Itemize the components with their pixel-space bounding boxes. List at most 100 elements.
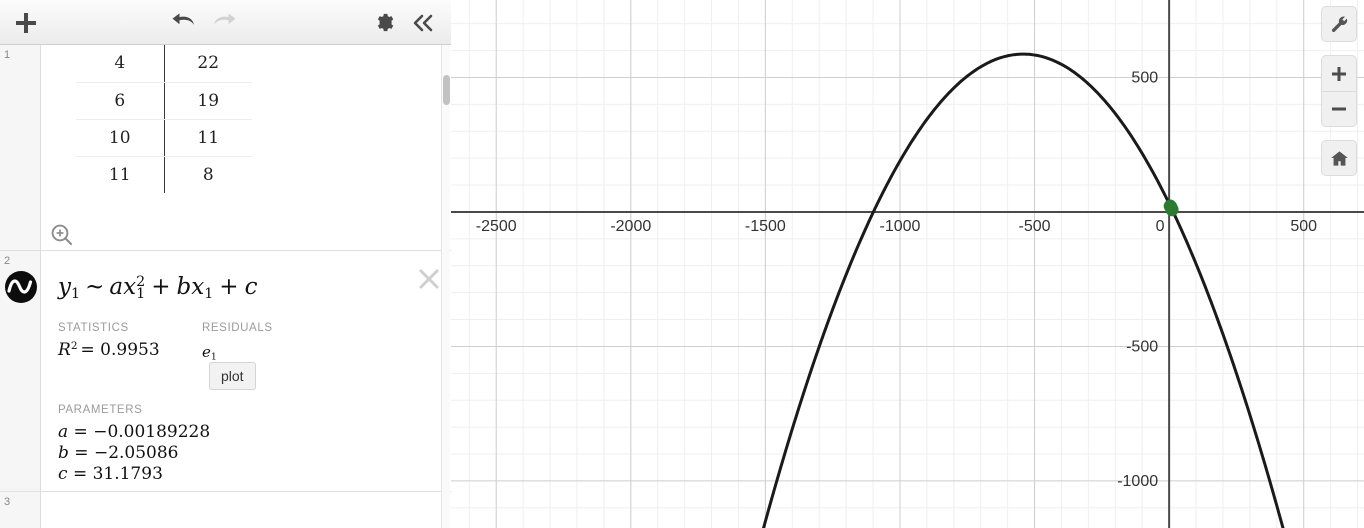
x-tick-label: -1000 — [880, 218, 921, 235]
parameter-a: a = −0.00189228 — [58, 422, 210, 442]
r-exponent: 2 — [70, 340, 78, 353]
empty-expression-input[interactable] — [41, 492, 451, 528]
redo-button[interactable] — [202, 0, 246, 45]
formula-plus-2: + — [219, 274, 239, 300]
top-toolbar — [0, 0, 451, 45]
parameter-b-value: = −2.05086 — [74, 443, 179, 463]
x-tick-label: -2500 — [476, 218, 517, 235]
undo-button[interactable] — [162, 0, 206, 45]
y-tick-label: -1000 — [1117, 473, 1158, 490]
formula-a: a — [109, 274, 124, 300]
y-tick-label: -500 — [1126, 338, 1158, 355]
r-squared-value: R2 = 0.9953 — [58, 340, 160, 360]
close-icon[interactable] — [417, 267, 441, 291]
residual-symbol: e — [202, 343, 211, 361]
undo-icon — [172, 12, 194, 25]
row-index: 3 — [0, 492, 41, 528]
table-cell-y[interactable]: 22 — [164, 45, 252, 83]
formula-x-sub: 1 — [136, 285, 146, 302]
formula-x-exp: 2 — [136, 274, 146, 291]
panel-scrollbar[interactable] — [441, 45, 450, 528]
regression-curve — [761, 52, 1285, 528]
parameter-b: b = −2.05086 — [58, 443, 179, 463]
table-cell-y[interactable]: 8 — [202, 164, 214, 185]
home-button[interactable] — [1321, 140, 1357, 176]
r-equals-value: = 0.9953 — [80, 340, 160, 360]
parameter-b-name: b — [58, 443, 69, 463]
scrollbar-thumb[interactable] — [443, 75, 450, 105]
wrench-icon — [1331, 16, 1347, 32]
table-row[interactable]: 10 11 — [76, 119, 252, 157]
formula-c: c — [244, 274, 258, 300]
minus-icon — [1332, 107, 1346, 111]
table-cell-x[interactable]: 11 — [76, 156, 165, 193]
expression-list[interactable]: 1 4 22 6 19 — [0, 45, 451, 528]
x-tick-label: -2000 — [610, 218, 651, 235]
formula-y-sub: 1 — [71, 285, 81, 302]
gear-icon — [377, 13, 393, 32]
formula-y: y — [58, 274, 71, 300]
parameters-label: PARAMETERS — [58, 404, 143, 416]
add-expression-button[interactable] — [2, 0, 50, 45]
expression-row-empty[interactable]: 3 — [0, 492, 451, 528]
parameter-c-value: = 31.1793 — [72, 464, 163, 484]
table-row[interactable]: 6 19 — [76, 82, 252, 120]
formula-b: b — [176, 274, 192, 300]
parameter-a-name: a — [58, 422, 69, 442]
table-cell-x[interactable]: 6 — [76, 82, 165, 120]
formula-plus-1: + — [151, 274, 171, 300]
expressions-panel: 1 4 22 6 19 — [0, 0, 451, 528]
statistics-label: STATISTICS — [58, 322, 129, 334]
regression-body: y1 ~ ax21 + bx1 + c STATISTICS RESIDUALS R2 = 0… — [41, 251, 451, 491]
graph-svg: -2500 -2000 -1500 -1000 -500 500 0 500 -500 -1000 — [451, 0, 1364, 528]
residuals-label: RESIDUALS — [202, 322, 273, 334]
x-tick-label: 500 — [1290, 218, 1317, 235]
axis-labels: -2500 -2000 -1500 -1000 -500 500 0 500 -500 -1000 — [476, 69, 1317, 489]
row-index: 1 — [0, 45, 41, 250]
expression-row-regression[interactable]: 2 y1 ~ ax21 + bx1 + c STATISTICS RESIDUALS — [0, 251, 451, 492]
data-points[interactable] — [1163, 199, 1179, 217]
residual-variable: e1 — [202, 343, 217, 363]
home-icon — [1330, 150, 1348, 166]
data-table[interactable]: 4 22 6 19 10 11 — [76, 45, 252, 193]
parameter-a-value: = −0.00189228 — [73, 422, 211, 442]
settings-button[interactable] — [361, 0, 405, 45]
formula-x2-sub: 1 — [204, 285, 214, 302]
table-cell-y[interactable]: 11 — [164, 119, 252, 157]
table-row[interactable]: 4 22 — [76, 45, 252, 83]
parameter-c-name: c — [58, 464, 68, 484]
r-symbol: R — [58, 340, 71, 360]
plot-residuals-button[interactable]: plot — [209, 362, 256, 390]
plus-icon — [1332, 66, 1346, 81]
zoom-fit-icon[interactable] — [49, 222, 75, 248]
origin-label: 0 — [1156, 218, 1165, 235]
x-tick-label: -1500 — [745, 218, 786, 235]
table-cell-y[interactable]: 19 — [164, 82, 252, 120]
x-tick-label: -500 — [1019, 218, 1051, 235]
zoom-out-button[interactable] — [1321, 91, 1357, 127]
parameter-c: c = 31.1793 — [58, 464, 163, 484]
formula-x: x — [123, 274, 137, 300]
y-tick-label: 500 — [1131, 69, 1158, 86]
major-gridlines — [451, 0, 1364, 528]
add-icon — [16, 12, 36, 33]
graph-settings-button[interactable] — [1321, 6, 1357, 42]
axes — [451, 0, 1364, 528]
regression-formula[interactable]: y1 ~ ax21 + bx1 + c — [58, 274, 257, 302]
expression-row-table[interactable]: 1 4 22 6 19 — [0, 45, 451, 251]
formula-tilde: ~ — [85, 274, 105, 300]
regression-icon[interactable] — [4, 270, 38, 304]
table-row[interactable]: 11 8 — [76, 156, 252, 193]
table-cell-x[interactable]: 10 — [76, 119, 165, 157]
chevron-double-left-icon — [413, 14, 433, 31]
table-cell-x[interactable]: 4 — [76, 45, 165, 83]
redo-icon — [214, 12, 236, 25]
zoom-in-button[interactable] — [1321, 55, 1357, 91]
collapse-panel-button[interactable] — [401, 0, 445, 45]
data-point[interactable] — [1165, 203, 1179, 217]
table-body[interactable]: 4 22 6 19 10 11 — [41, 45, 451, 250]
minor-gridlines — [451, 0, 1364, 528]
graph-canvas[interactable]: -2500 -2000 -1500 -1000 -500 500 0 500 -500 -1000 — [451, 0, 1364, 528]
formula-x2: x — [191, 274, 205, 300]
